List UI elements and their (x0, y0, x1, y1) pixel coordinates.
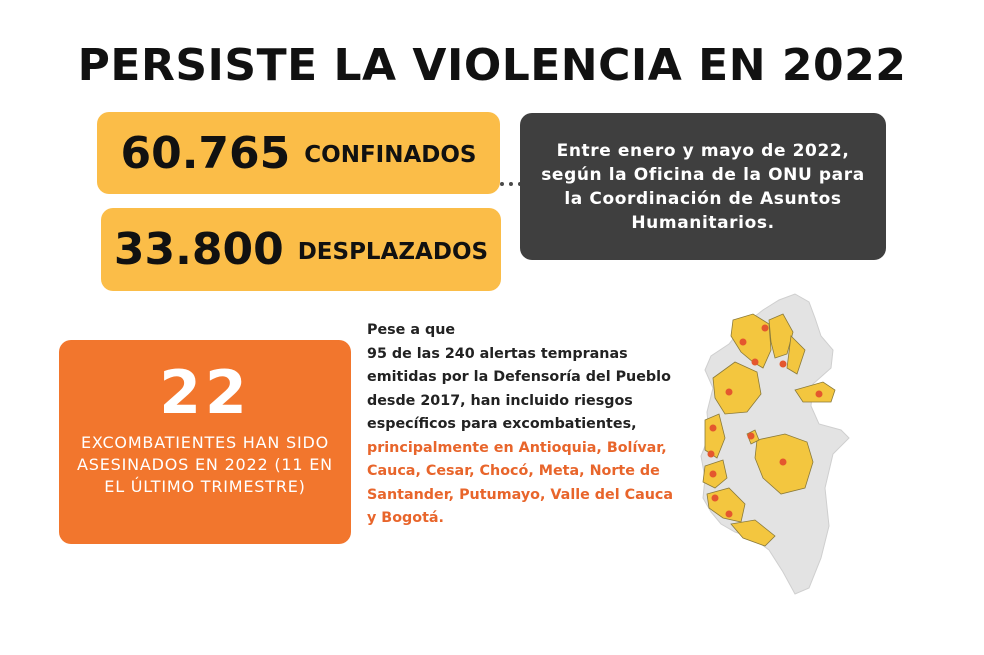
excombatientes-label: EXCOMBATIENTES HAN SIDO ASESINADOS EN 20… (77, 433, 333, 496)
map-marker (815, 390, 823, 398)
excombatientes-card: 22 EXCOMBATIENTES HAN SIDO ASESINADOS EN… (59, 340, 351, 544)
map-region-north (730, 313, 772, 369)
map-marker (725, 510, 733, 518)
map-marker (779, 360, 787, 368)
desplazados-stat-card: 33.800 DESPLAZADOS (101, 208, 501, 291)
connector-dots (500, 178, 522, 186)
excombatientes-number: 22 (159, 358, 251, 428)
map-marker (725, 388, 733, 396)
desplazados-label: DESPLAZADOS (297, 238, 489, 265)
colombia-map (700, 293, 850, 595)
paragraph-highlight: principalmente en Antioquia, Bolívar, Ca… (367, 439, 674, 527)
confinados-number: 60.765 (120, 127, 291, 179)
map-marker (761, 324, 769, 332)
alerts-paragraph: Pese a que 95 de las 240 alertas tempran… (367, 319, 677, 531)
confinados-stat-card: 60.765 CONFINADOS (97, 112, 500, 194)
map-marker (747, 432, 755, 440)
map-region-choco (704, 413, 726, 459)
source-info-text: Entre enero y mayo de 2022, según la Ofi… (541, 140, 865, 233)
map-marker (751, 358, 759, 366)
map-region-norte-santander (786, 335, 806, 375)
map-region-putumayo (730, 519, 776, 547)
map-region-antioquia (712, 361, 762, 415)
map-region-cesar (768, 313, 794, 359)
map-marker (739, 338, 747, 346)
map-marker (709, 424, 717, 432)
map-marker (711, 494, 719, 502)
map-marker (709, 470, 717, 478)
map-marker (779, 458, 787, 466)
confinados-label: CONFINADOS (304, 142, 477, 168)
page-title: PERSISTE LA VIOLENCIA EN 2022 (77, 40, 907, 91)
paragraph-intro: Pese a que (367, 322, 456, 338)
map-region-arauca (794, 381, 836, 403)
map-marker (707, 450, 715, 458)
paragraph-body: 95 de las 240 alertas tempranas emitidas… (367, 345, 671, 433)
source-info-box: Entre enero y mayo de 2022, según la Ofi… (520, 113, 886, 260)
desplazados-number: 33.800 (113, 224, 284, 275)
